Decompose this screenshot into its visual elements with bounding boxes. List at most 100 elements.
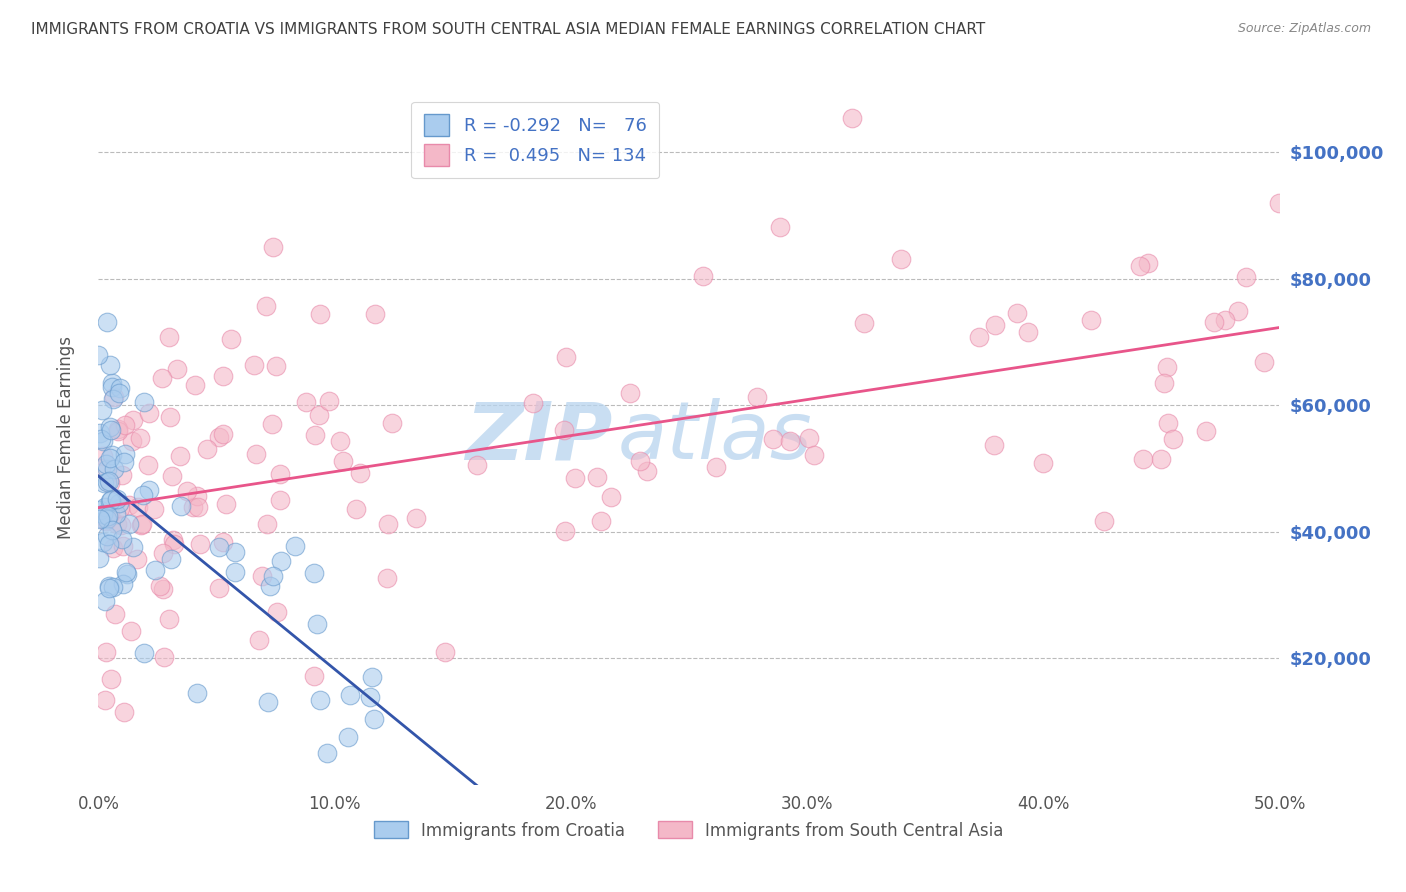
Point xyxy=(157,611,180,625)
Point xyxy=(294,395,316,409)
Point xyxy=(1007,306,1029,320)
Point xyxy=(108,495,131,509)
Point xyxy=(262,569,284,583)
Point xyxy=(553,424,575,438)
Point xyxy=(111,539,134,553)
Point xyxy=(1227,304,1250,318)
Point xyxy=(90,461,112,475)
Point xyxy=(636,464,658,478)
Point xyxy=(89,510,111,524)
Point xyxy=(586,469,609,483)
Point xyxy=(91,534,114,549)
Text: IMMIGRANTS FROM CROATIA VS IMMIGRANTS FROM SOUTH CENTRAL ASIA MEDIAN FEMALE EARN: IMMIGRANTS FROM CROATIA VS IMMIGRANTS FR… xyxy=(31,22,986,37)
Point xyxy=(159,409,181,424)
Point xyxy=(97,509,120,524)
Point xyxy=(104,607,127,621)
Point xyxy=(890,252,912,266)
Point xyxy=(803,449,825,463)
Point xyxy=(91,403,114,417)
Point xyxy=(307,617,329,632)
Point xyxy=(212,369,235,384)
Point xyxy=(269,493,291,508)
Point xyxy=(96,512,118,526)
Point xyxy=(101,580,124,594)
Point xyxy=(157,330,180,344)
Point xyxy=(1017,326,1039,340)
Point xyxy=(187,500,209,515)
Point xyxy=(554,524,576,539)
Point xyxy=(100,493,122,508)
Point xyxy=(132,395,155,409)
Point xyxy=(149,579,172,593)
Point xyxy=(96,514,118,528)
Y-axis label: Median Female Earnings: Median Female Earnings xyxy=(56,335,75,539)
Point xyxy=(87,551,110,566)
Point xyxy=(96,512,118,526)
Point xyxy=(160,469,183,483)
Point xyxy=(1213,313,1236,327)
Point xyxy=(152,546,174,560)
Point xyxy=(136,458,159,472)
Point xyxy=(129,518,152,533)
Point xyxy=(91,450,114,464)
Point xyxy=(107,386,129,401)
Point xyxy=(114,705,136,719)
Point xyxy=(363,712,385,726)
Point xyxy=(89,425,111,440)
Point xyxy=(162,533,184,548)
Point xyxy=(266,605,288,619)
Point xyxy=(853,316,876,330)
Point xyxy=(270,554,292,568)
Point xyxy=(259,579,281,593)
Point xyxy=(138,483,160,497)
Point xyxy=(93,507,115,521)
Point xyxy=(100,672,122,686)
Point xyxy=(522,396,544,410)
Point xyxy=(628,454,651,468)
Point xyxy=(94,500,117,514)
Point xyxy=(94,692,117,706)
Point xyxy=(121,434,143,449)
Point xyxy=(215,497,238,511)
Point xyxy=(111,576,134,591)
Point xyxy=(98,494,121,508)
Point xyxy=(197,442,219,456)
Point xyxy=(97,536,120,550)
Point xyxy=(841,112,863,126)
Point xyxy=(100,423,122,437)
Point xyxy=(132,646,155,660)
Point xyxy=(405,510,427,524)
Point xyxy=(127,500,149,514)
Point xyxy=(98,358,121,372)
Point xyxy=(224,544,246,558)
Point xyxy=(304,566,326,580)
Point xyxy=(111,532,134,546)
Point xyxy=(96,529,118,543)
Point xyxy=(564,471,586,485)
Point xyxy=(105,517,128,532)
Point xyxy=(1234,270,1257,285)
Point xyxy=(256,299,278,313)
Point xyxy=(96,461,118,475)
Point xyxy=(101,541,124,555)
Point xyxy=(984,318,1007,333)
Point xyxy=(316,747,339,761)
Point xyxy=(129,431,152,445)
Point xyxy=(115,565,138,579)
Point xyxy=(1150,452,1173,467)
Point xyxy=(264,359,287,373)
Point xyxy=(1157,416,1180,430)
Point xyxy=(375,571,398,585)
Point xyxy=(211,427,233,442)
Point xyxy=(208,581,231,595)
Point xyxy=(221,332,243,346)
Point xyxy=(98,476,121,491)
Point xyxy=(89,511,111,525)
Point xyxy=(184,377,207,392)
Point xyxy=(704,459,727,474)
Point xyxy=(142,501,165,516)
Point xyxy=(94,457,117,471)
Point xyxy=(163,537,186,551)
Point xyxy=(89,503,111,517)
Point xyxy=(103,461,125,475)
